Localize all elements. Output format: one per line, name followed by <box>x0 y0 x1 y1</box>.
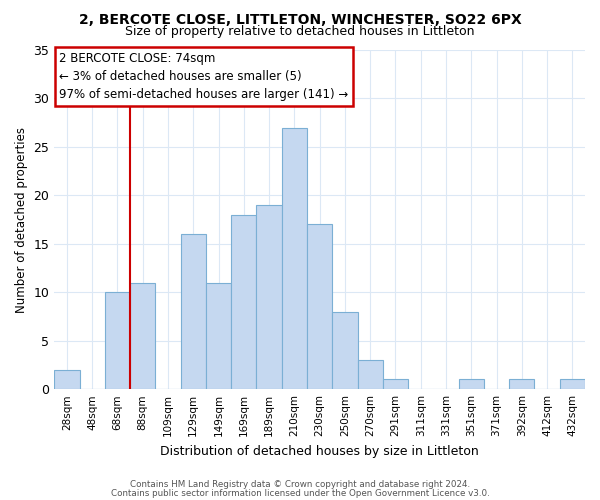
Bar <box>256 205 282 389</box>
Text: Contains public sector information licensed under the Open Government Licence v3: Contains public sector information licen… <box>110 488 490 498</box>
Bar <box>130 282 155 389</box>
Bar <box>458 380 484 389</box>
Bar <box>105 292 130 389</box>
Text: Size of property relative to detached houses in Littleton: Size of property relative to detached ho… <box>125 25 475 38</box>
Bar <box>358 360 383 389</box>
Bar <box>231 214 256 389</box>
Y-axis label: Number of detached properties: Number of detached properties <box>15 126 28 312</box>
Bar <box>332 312 358 389</box>
Bar <box>307 224 332 389</box>
Bar <box>54 370 80 389</box>
Text: 2 BERCOTE CLOSE: 74sqm
← 3% of detached houses are smaller (5)
97% of semi-detac: 2 BERCOTE CLOSE: 74sqm ← 3% of detached … <box>59 52 349 101</box>
Text: 2, BERCOTE CLOSE, LITTLETON, WINCHESTER, SO22 6PX: 2, BERCOTE CLOSE, LITTLETON, WINCHESTER,… <box>79 12 521 26</box>
Bar <box>383 380 408 389</box>
Bar <box>181 234 206 389</box>
Bar <box>560 380 585 389</box>
X-axis label: Distribution of detached houses by size in Littleton: Distribution of detached houses by size … <box>160 444 479 458</box>
Bar <box>282 128 307 389</box>
Bar <box>206 282 231 389</box>
Text: Contains HM Land Registry data © Crown copyright and database right 2024.: Contains HM Land Registry data © Crown c… <box>130 480 470 489</box>
Bar <box>509 380 535 389</box>
